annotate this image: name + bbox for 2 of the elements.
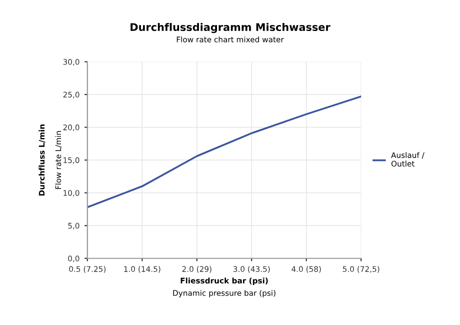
line-series <box>87 96 362 208</box>
chart-title: Durchflussdiagramm Mischwasser <box>130 22 330 34</box>
